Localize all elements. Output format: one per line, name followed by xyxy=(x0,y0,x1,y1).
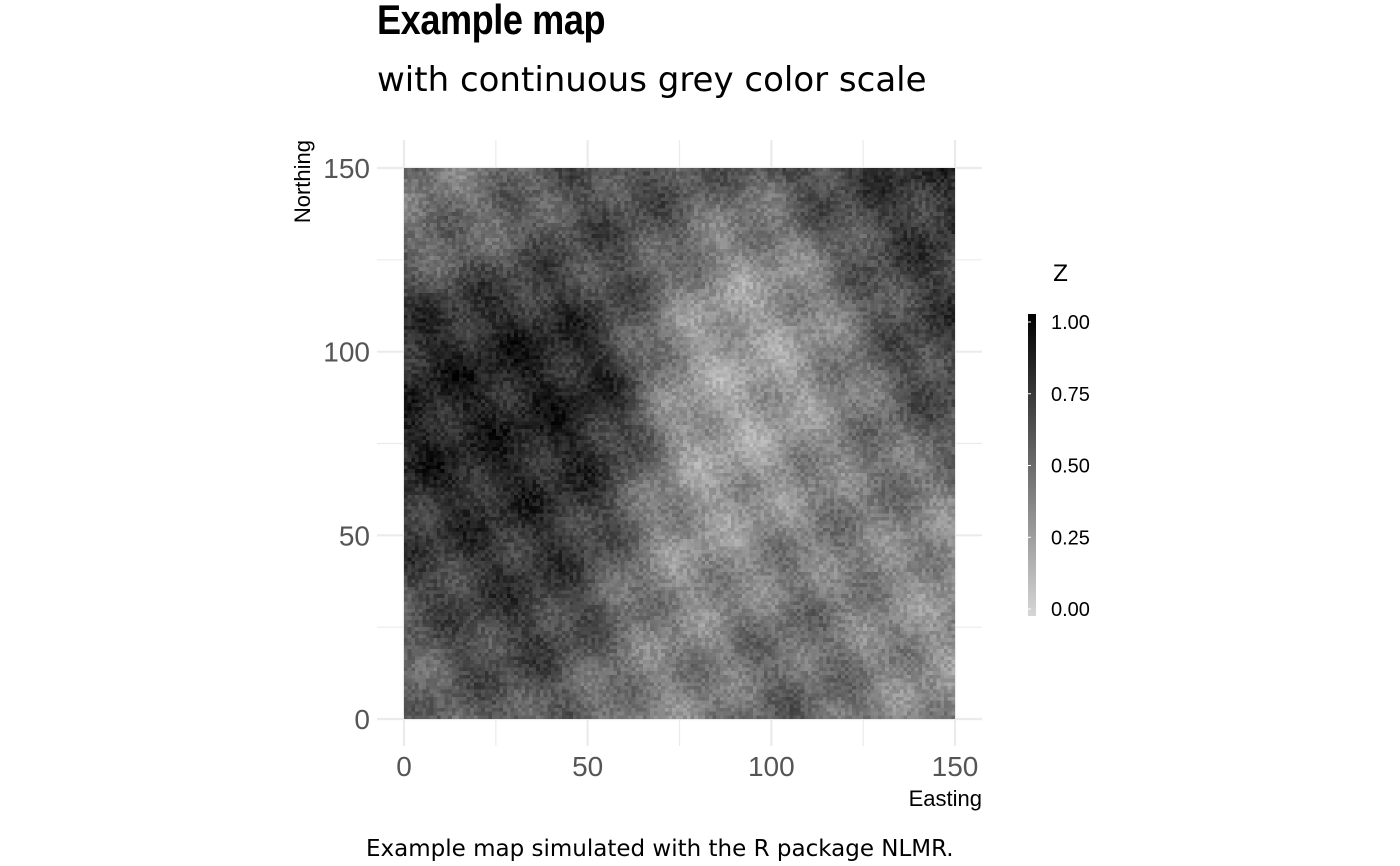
y-axis-title: Northing xyxy=(290,140,315,223)
legend-title: Z xyxy=(1053,262,1068,287)
legend-break-label: 0.50 xyxy=(1051,456,1090,478)
legend-break-label: 0.75 xyxy=(1051,384,1090,406)
legend-break-label: 0.00 xyxy=(1051,599,1090,621)
chart-title: Example map xyxy=(377,0,606,43)
legend-break-label: 0.25 xyxy=(1051,527,1090,549)
y-tick-label: 100 xyxy=(323,337,370,368)
y-tick-label: 0 xyxy=(354,704,370,735)
legend-colorbar xyxy=(1028,314,1036,616)
y-axis-ticks: 0 50 100 150 xyxy=(323,153,370,735)
color-legend: Z 0.00 0.25 0.50 0.75 1.00 xyxy=(1028,262,1090,621)
chart-subtitle: with continuous grey color scale xyxy=(377,60,927,100)
legend-labels: 0.00 0.25 0.50 0.75 1.00 xyxy=(1028,312,1090,621)
x-tick-label: 150 xyxy=(932,751,979,782)
legend-break-label: 1.00 xyxy=(1051,312,1090,334)
raster-map xyxy=(404,168,955,719)
x-tick-label: 50 xyxy=(572,751,603,782)
x-axis-title: Easting xyxy=(909,786,982,811)
x-axis-ticks: 0 50 100 150 xyxy=(396,751,978,782)
y-tick-label: 150 xyxy=(323,153,370,184)
x-tick-label: 100 xyxy=(748,751,795,782)
y-tick-label: 50 xyxy=(339,520,370,551)
chart-caption: Example map simulated with the R package… xyxy=(366,836,954,862)
x-tick-label: 0 xyxy=(396,751,412,782)
